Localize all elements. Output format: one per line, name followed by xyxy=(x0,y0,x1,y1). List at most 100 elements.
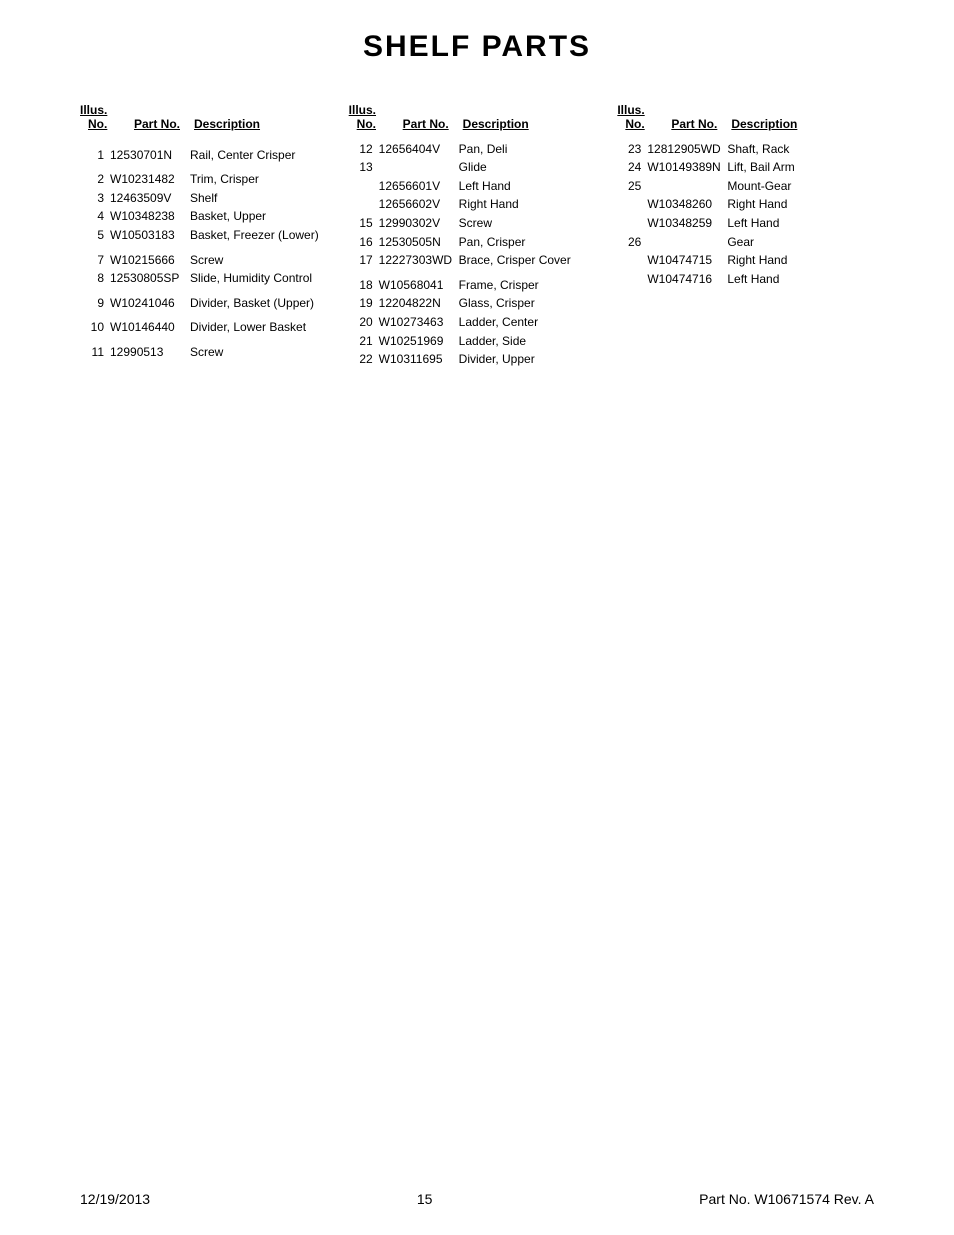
cell-illus-no: 8 xyxy=(80,269,110,288)
cell-description: Screw xyxy=(188,251,337,270)
table-row: 12656602VRight Hand xyxy=(349,195,606,214)
cell-illus-no: 7 xyxy=(80,251,110,270)
header-no: No. xyxy=(349,118,391,132)
cell-illus-no: 23 xyxy=(617,140,647,159)
cell-part-no: 12204822N xyxy=(379,294,457,313)
page-footer: 12/19/2013 15 Part No. W10671574 Rev. A xyxy=(80,1191,874,1207)
cell-part-no: W10474715 xyxy=(647,251,725,270)
cell-description: Divider, Upper xyxy=(457,350,606,369)
cell-description: Ladder, Side xyxy=(457,332,606,351)
table-row: 2312812905WDShaft, Rack xyxy=(617,140,874,159)
header-no: No. xyxy=(617,118,659,132)
cell-description: Frame, Crisper xyxy=(457,276,606,295)
table-row: 18W10568041Frame, Crisper xyxy=(349,276,606,295)
header-no: No. xyxy=(80,118,122,132)
table-row: 9W10241046Divider, Basket (Upper) xyxy=(80,294,337,313)
cell-part-no: W10251969 xyxy=(379,332,457,351)
cell-part-no: W10273463 xyxy=(379,313,457,332)
cell-part-no: W10348238 xyxy=(110,207,188,226)
cell-illus-no: 3 xyxy=(80,189,110,208)
cell-part-no: 12990513 xyxy=(110,343,188,362)
cell-description: Right Hand xyxy=(725,251,874,270)
table-row: 1112990513Screw xyxy=(80,343,337,362)
cell-part-no: 12656404V xyxy=(379,140,457,159)
parts-column-1: Illus. No. Part No. Description 11253070… xyxy=(80,104,337,369)
cell-description: Ladder, Center xyxy=(457,313,606,332)
cell-part-no: 12812905WD xyxy=(647,140,725,159)
page-title: SHELF PARTS xyxy=(80,30,874,64)
table-row: 13 Glide xyxy=(349,158,606,177)
table-row: 1912204822NGlass, Crisper xyxy=(349,294,606,313)
parts-rows: 112530701NRail, Center Crisper2W10231482… xyxy=(80,140,337,362)
cell-illus-no: 9 xyxy=(80,294,110,313)
cell-illus-no: 2 xyxy=(80,170,110,189)
cell-description: Left Hand xyxy=(725,270,874,289)
cell-illus-no: 13 xyxy=(349,158,379,177)
cell-illus-no: 26 xyxy=(617,233,647,252)
cell-part-no: 12530505N xyxy=(379,233,457,252)
cell-description: Right Hand xyxy=(725,195,874,214)
table-row: 812530805SPSlide, Humidity Control xyxy=(80,269,337,288)
table-row: 1612530505NPan, Crisper xyxy=(349,233,606,252)
cell-description: Trim, Crisper xyxy=(188,170,337,189)
cell-description: Glide xyxy=(457,158,606,177)
cell-description: Shaft, Rack xyxy=(725,140,874,159)
cell-description: Screw xyxy=(457,214,606,233)
cell-illus-no: 5 xyxy=(80,226,110,245)
header-partno: Part No. xyxy=(659,117,729,132)
table-row: 112530701NRail, Center Crisper xyxy=(80,146,337,165)
cell-description: Basket, Upper xyxy=(188,207,337,226)
cell-part-no: W10474716 xyxy=(647,270,725,289)
table-row: 312463509VShelf xyxy=(80,189,337,208)
header-illus: Illus. xyxy=(80,104,122,118)
cell-part-no: W10241046 xyxy=(110,294,188,313)
cell-part-no: W10311695 xyxy=(379,350,457,369)
parts-rows: 1212656404VPan, Deli13Glide12656601VLeft… xyxy=(349,140,606,369)
column-header: Illus. No. Part No. Description xyxy=(80,104,337,132)
header-description: Description xyxy=(192,117,337,132)
cell-illus-no: 16 xyxy=(349,233,379,252)
cell-description: Divider, Lower Basket xyxy=(188,318,337,337)
cell-part-no: 12656601V xyxy=(379,177,457,196)
cell-part-no: W10348260 xyxy=(647,195,725,214)
cell-description: Screw xyxy=(188,343,337,362)
cell-illus-no: 22 xyxy=(349,350,379,369)
cell-description: Slide, Humidity Control xyxy=(188,269,337,288)
table-row: 2W10231482Trim, Crisper xyxy=(80,170,337,189)
cell-illus-no: 18 xyxy=(349,276,379,295)
header-illus-no: Illus. No. xyxy=(80,104,122,132)
cell-part-no: 12463509V xyxy=(110,189,188,208)
cell-part-no: 12530805SP xyxy=(110,269,188,288)
column-header: Illus. No. Part No. Description xyxy=(617,104,874,132)
header-illus-no: Illus. No. xyxy=(617,104,659,132)
header-partno: Part No. xyxy=(122,117,192,132)
table-row: 7W10215666Screw xyxy=(80,251,337,270)
cell-part-no: W10568041 xyxy=(379,276,457,295)
column-header: Illus. No. Part No. Description xyxy=(349,104,606,132)
cell-illus-no: 24 xyxy=(617,158,647,177)
cell-illus-no: 19 xyxy=(349,294,379,313)
header-description: Description xyxy=(461,117,606,132)
table-row: 4W10348238Basket, Upper xyxy=(80,207,337,226)
table-row: 1212656404VPan, Deli xyxy=(349,140,606,159)
cell-illus-no: 1 xyxy=(80,146,110,165)
cell-part-no: 12656602V xyxy=(379,195,457,214)
table-row: 21W10251969Ladder, Side xyxy=(349,332,606,351)
cell-description: Brace, Crisper Cover xyxy=(457,251,606,270)
cell-description: Pan, Crisper xyxy=(457,233,606,252)
table-row: 26Gear xyxy=(617,233,874,252)
cell-part-no: W10348259 xyxy=(647,214,725,233)
table-row: W10474715Right Hand xyxy=(617,251,874,270)
cell-description: Mount-Gear xyxy=(725,177,874,196)
parts-columns: Illus. No. Part No. Description 11253070… xyxy=(80,104,874,369)
cell-illus-no: 11 xyxy=(80,343,110,362)
table-row: W10474716Left Hand xyxy=(617,270,874,289)
table-row: 22W10311695Divider, Upper xyxy=(349,350,606,369)
cell-description: Shelf xyxy=(188,189,337,208)
cell-illus-no: 10 xyxy=(80,318,110,337)
footer-page-number: 15 xyxy=(417,1191,433,1207)
cell-description: Rail, Center Crisper xyxy=(188,146,337,165)
cell-description: Right Hand xyxy=(457,195,606,214)
cell-description: Left Hand xyxy=(725,214,874,233)
cell-part-no: 12530701N xyxy=(110,146,188,165)
